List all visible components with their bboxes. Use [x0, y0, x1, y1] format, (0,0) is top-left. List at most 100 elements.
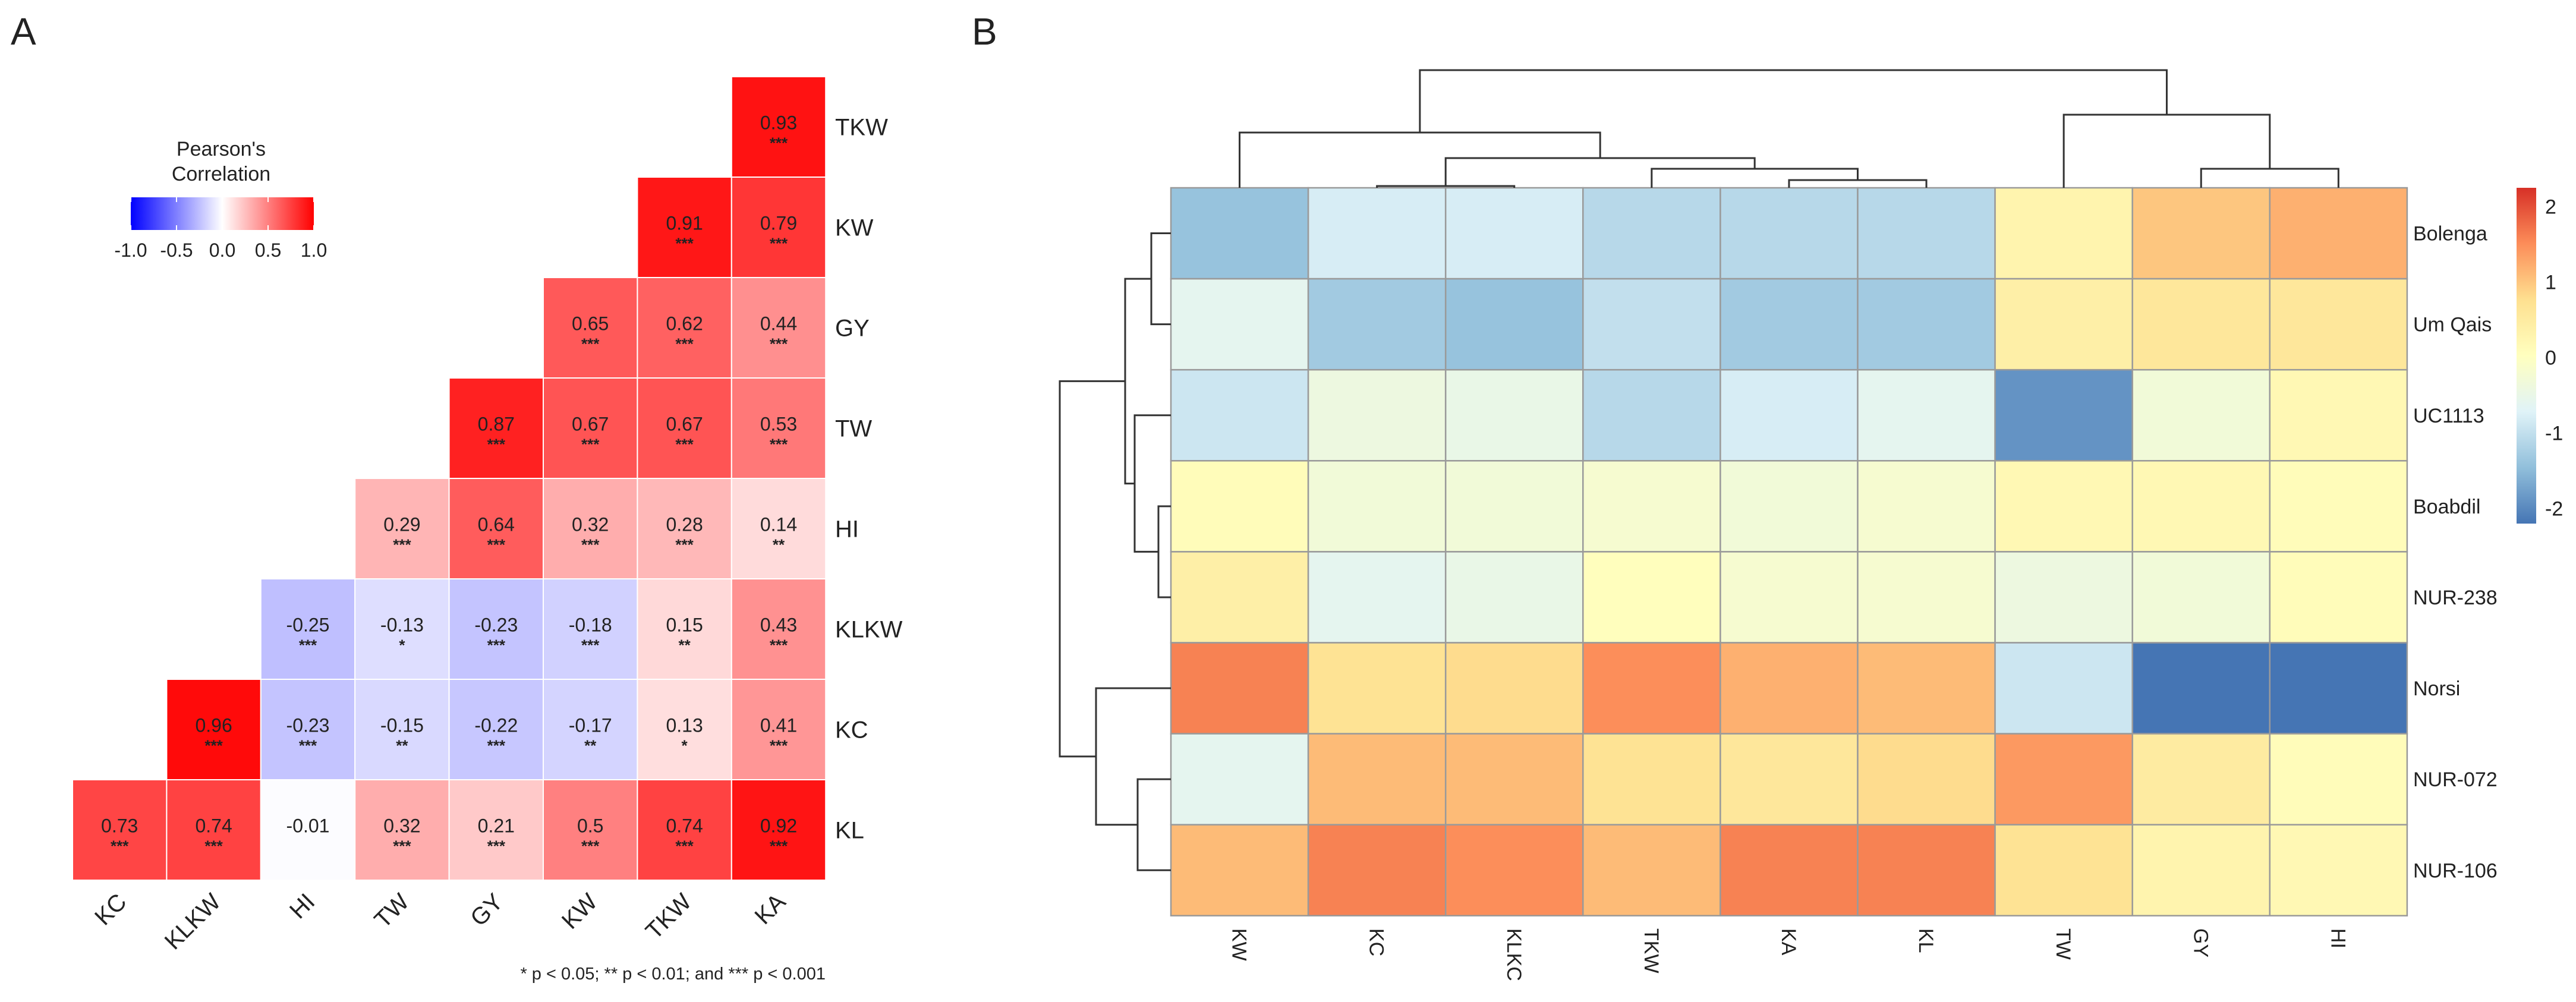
- significance-stars: ***: [675, 235, 694, 253]
- correlation-value: 0.65: [572, 313, 609, 335]
- heatmap-cell: [2269, 278, 2408, 371]
- legend-tick-label: -0.5: [160, 240, 193, 261]
- row-label: KL: [835, 818, 864, 844]
- correlation-value: 0.32: [383, 815, 420, 837]
- heatmap-cell: [2269, 733, 2408, 825]
- row-label: UC1113: [2413, 405, 2484, 427]
- heatmap-cell: [2269, 368, 2408, 462]
- significance-stars: ***: [770, 436, 788, 453]
- correlation-cell: [730, 779, 827, 881]
- heatmap-cell: [2269, 642, 2408, 735]
- correlation-value: 0.13: [666, 715, 703, 736]
- legend-tick-label: 1: [2545, 272, 2556, 294]
- legend-colorbar: [131, 197, 314, 230]
- correlation-value: -0.18: [569, 615, 612, 636]
- heatmap-cell: [1170, 187, 1309, 280]
- heatmap-cell: [1444, 187, 1584, 280]
- correlation-cell: [448, 578, 544, 680]
- correlation-value: 0.93: [760, 112, 797, 134]
- correlation-matrix: 0.93***0.91***0.79***0.65***0.62***0.44*…: [72, 76, 903, 955]
- correlation-value: 0.87: [478, 414, 515, 435]
- significance-stars: ***: [204, 737, 223, 755]
- correlation-value: 0.28: [666, 514, 703, 535]
- row-label: Bolenga: [2413, 223, 2487, 245]
- correlation-cell: [543, 779, 638, 881]
- significance-stars: ***: [675, 335, 694, 353]
- heatmap-cell: [2131, 824, 2271, 917]
- correlation-value: 0.29: [383, 514, 420, 535]
- legend-tick-label: 2: [2545, 196, 2556, 219]
- heatmap-cell: [2269, 551, 2408, 644]
- significance-stars: **: [584, 737, 597, 755]
- significance-stars: ***: [487, 436, 506, 453]
- heatmap-cell: [2269, 460, 2408, 553]
- correlation-value: -0.01: [286, 815, 330, 837]
- heatmap-cell: [1582, 642, 1721, 735]
- heatmap-cell: [1994, 278, 2133, 371]
- heatmap-cell: [1994, 187, 2133, 280]
- heatmap-cell: [2131, 733, 2271, 825]
- column-label: TKW: [1640, 928, 1662, 973]
- heatmap-cell: [1170, 460, 1309, 553]
- heatmap-cell: [1582, 551, 1721, 644]
- significance-stars: ***: [581, 637, 600, 654]
- column-label: GY: [2189, 928, 2212, 957]
- heatmap-cell: [1994, 551, 2133, 644]
- heatmap-cell: [2131, 187, 2271, 280]
- panel-label-a: A: [11, 10, 36, 53]
- correlation-cell: [730, 578, 827, 680]
- significance-stars: ***: [581, 436, 600, 453]
- row-label: KLKW: [835, 617, 903, 643]
- heatmap-cell: [1994, 460, 2133, 553]
- correlation-value: -0.23: [474, 615, 518, 636]
- row-label: NUR-072: [2413, 768, 2498, 791]
- column-label: TW: [2052, 928, 2074, 960]
- heatmap-cell: [1307, 187, 1447, 280]
- heatmap-cell: [1582, 187, 1721, 280]
- heatmap-cell: [1170, 551, 1309, 644]
- correlation-value: 0.64: [478, 514, 515, 535]
- heatmap-cell: [1582, 824, 1721, 917]
- heatmap-cell: [1307, 642, 1447, 735]
- correlation-cell: [730, 478, 827, 579]
- heatmap-cell: [1720, 642, 1859, 735]
- heatmap-cell: [1307, 733, 1447, 825]
- significance-stars: ***: [770, 335, 788, 353]
- correlation-cell: [730, 177, 827, 278]
- heatmap-cell: [2131, 278, 2271, 371]
- correlation-value: -0.15: [380, 715, 424, 736]
- correlation-cell: [637, 377, 732, 479]
- heatmap-cell: [1857, 368, 1996, 462]
- significance-stars: ***: [393, 837, 411, 855]
- heatmap-cell: [1170, 642, 1309, 735]
- heatmap-cell: [1857, 733, 1996, 825]
- significance-stars: ***: [487, 637, 506, 654]
- correlation-value: 0.92: [760, 815, 797, 837]
- significance-stars: ***: [770, 837, 788, 855]
- correlation-cell: [448, 478, 544, 579]
- legend-tick-label: -2: [2545, 498, 2563, 521]
- correlation-cell: [260, 779, 356, 881]
- legend-tick-label: 0.5: [255, 240, 281, 261]
- legend-tick-label: 0: [2545, 347, 2556, 370]
- significance-stars: **: [396, 737, 408, 755]
- significance-stars: ***: [581, 837, 600, 855]
- significance-stars: ***: [581, 536, 600, 554]
- heatmap-cell: [2131, 460, 2271, 553]
- legend-tick-label: -1.0: [114, 240, 147, 261]
- column-label: KA: [1777, 928, 1800, 956]
- correlation-value: 0.73: [101, 815, 138, 837]
- significance-stars: ***: [675, 436, 694, 453]
- heatmap-cell: [1307, 551, 1447, 644]
- row-label: GY: [835, 316, 870, 342]
- heatmap-cell: [1994, 368, 2133, 462]
- correlation-value: 0.5: [577, 815, 603, 837]
- row-label: Um Qais: [2413, 314, 2492, 336]
- correlation-value: 0.32: [572, 514, 609, 535]
- correlation-value: 0.43: [760, 615, 797, 636]
- heatmap-cell: [1444, 368, 1584, 462]
- correlation-value: 0.53: [760, 414, 797, 435]
- significance-stars: **: [678, 637, 691, 654]
- heatmap-cell: [1857, 278, 1996, 371]
- legend-title-line2: Correlation: [172, 163, 270, 185]
